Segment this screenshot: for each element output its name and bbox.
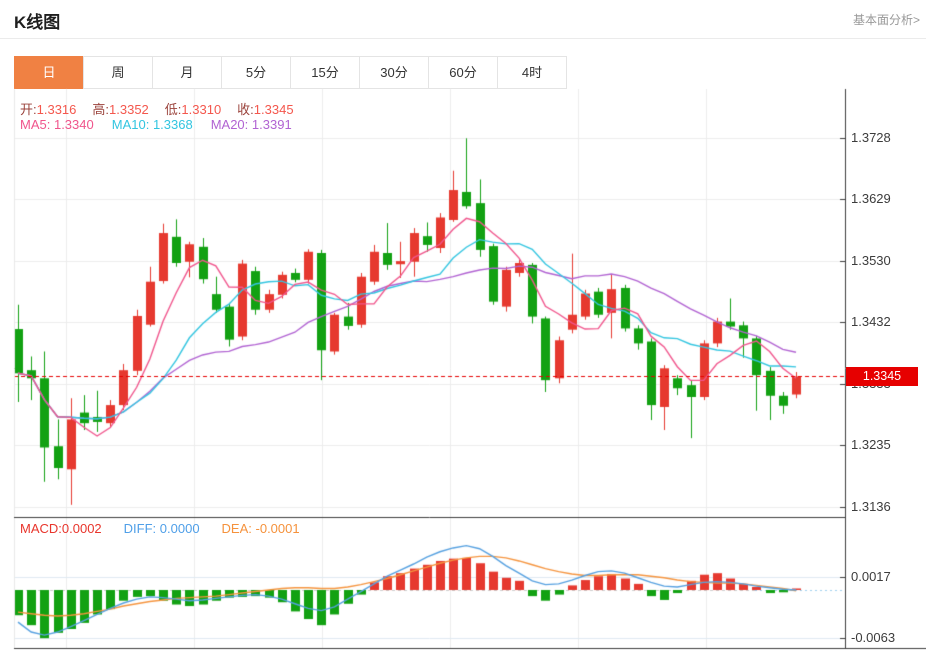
high-value: 1.3352 <box>109 102 149 117</box>
open-label: 开: <box>20 102 37 117</box>
macd-readout: MACD:0.0002 DIFF: 0.0000 DEA: -0.0001 <box>20 521 300 536</box>
open-value: 1.3316 <box>36 102 77 117</box>
close-label: 收: <box>237 102 254 117</box>
close-value: 1.3345 <box>253 102 294 117</box>
axis-tick-label: 1.3530 <box>851 253 891 269</box>
low-label: 低: <box>164 102 182 117</box>
macd-value-readout: MACD:0.0002 <box>20 521 102 536</box>
axis-tick-label: 1.3728 <box>851 129 891 145</box>
ma20-readout: MA20: 1.3391 <box>210 117 292 132</box>
axis-tick-label: -0.0063 <box>851 630 896 646</box>
current-price-badge: 1.3345 <box>846 367 918 386</box>
ma5-readout: MA5: 1.3340 <box>20 117 94 132</box>
diff-value-readout: DIFF: 0.0000 <box>123 521 200 536</box>
axis-tick-label: 1.3432 <box>851 314 891 330</box>
axis-tick-label: 1.3235 <box>851 436 891 452</box>
high-label: 高: <box>92 102 110 117</box>
low-value: 1.3310 <box>181 102 222 117</box>
ma-readout: MA5: 1.3340 MA10: 1.3368 MA20: 1.3391 <box>20 117 292 132</box>
ma10-readout: MA10: 1.3368 <box>111 117 193 132</box>
axis-tick-label: 0.0017 <box>851 569 891 584</box>
dea-value-readout: DEA: -0.0001 <box>221 521 300 536</box>
ohlc-readout: 开:1.3316 高:1.3352 低:1.3310 收:1.3345 <box>20 99 310 118</box>
axis-tick-label: 1.3629 <box>851 191 891 207</box>
axis-tick-label: 1.3136 <box>851 498 891 514</box>
